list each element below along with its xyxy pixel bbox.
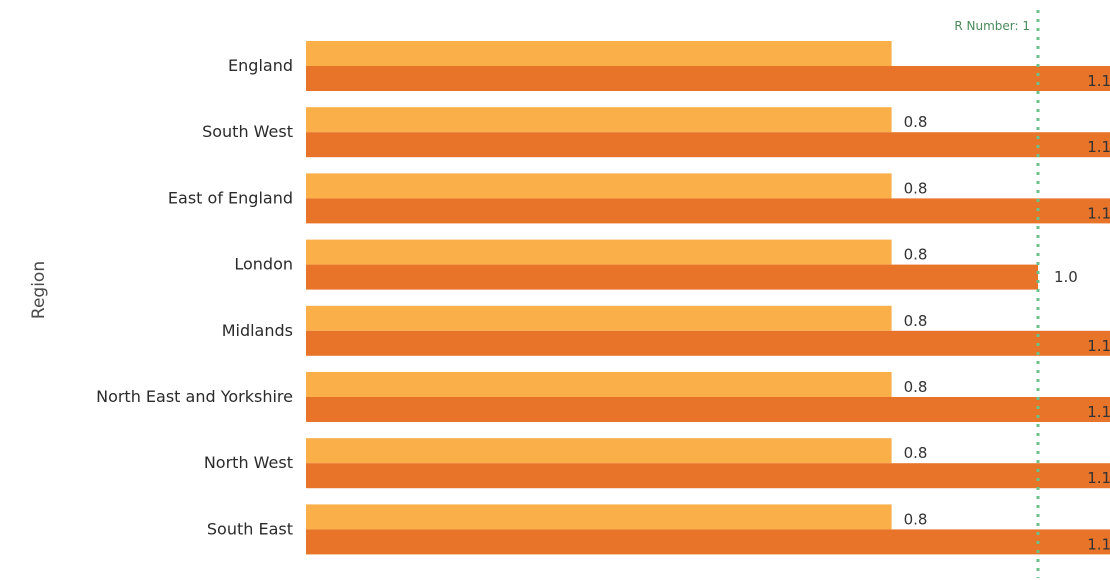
bar-london-series-2 — [306, 264, 1038, 290]
data-label-england-series-2: 1.1 — [1087, 72, 1110, 90]
category-label-england: England — [228, 56, 293, 75]
data-label-east-of-england-series-2: 1.1 — [1087, 204, 1110, 222]
y-axis-title: Region — [29, 261, 49, 319]
category-label-south-west: South West — [202, 122, 293, 141]
bar-midlands-series-2 — [306, 330, 1110, 356]
data-label-midlands-series-1: 0.8 — [904, 312, 928, 330]
data-label-north-east-and-yorkshire-series-2: 1.1 — [1087, 403, 1110, 421]
category-label-london: London — [234, 255, 293, 274]
bar-north-west-series-1 — [306, 438, 892, 464]
bar-midlands-series-1 — [306, 305, 892, 331]
labels-group: England 1.1 South West 0.8 1.1 East of Englan… — [96, 56, 1110, 553]
bar-south-west-series-1 — [306, 107, 892, 133]
bar-england-series-2 — [306, 66, 1110, 91]
data-label-north-east-and-yorkshire-series-1: 0.8 — [904, 378, 928, 396]
category-label-midlands: Midlands — [222, 321, 293, 340]
reference-line-group: R Number: 1 — [954, 10, 1040, 578]
data-label-south-east-series-2: 1.1 — [1087, 535, 1110, 553]
data-label-midlands-series-2: 1.1 — [1087, 337, 1110, 355]
bar-south-west-series-2 — [306, 132, 1110, 158]
bar-north-east-and-yorkshire-series-1 — [306, 372, 892, 397]
data-label-south-west-series-2: 1.1 — [1087, 138, 1110, 156]
category-label-north-east-and-yorkshire: North East and Yorkshire — [96, 387, 293, 406]
bar-north-west-series-2 — [306, 463, 1110, 489]
data-label-london-series-2: 1.0 — [1054, 268, 1078, 286]
category-label-east-of-england: East of England — [168, 188, 293, 207]
bar-east-of-england-series-1 — [306, 173, 892, 199]
data-label-london-series-1: 0.8 — [904, 246, 928, 264]
data-label-south-west-series-1: 0.8 — [904, 113, 928, 131]
bar-england-series-1 — [306, 41, 892, 66]
data-label-east-of-england-series-1: 0.8 — [904, 179, 928, 197]
category-label-north-west: North West — [204, 453, 293, 472]
data-label-south-east-series-1: 0.8 — [904, 510, 928, 528]
reference-line-label: R Number: 1 — [954, 19, 1030, 33]
category-label-south-east: South East — [207, 519, 293, 538]
data-label-north-west-series-1: 0.8 — [904, 444, 928, 462]
bar-east-of-england-series-2 — [306, 198, 1110, 224]
bar-north-east-and-yorkshire-series-2 — [306, 397, 1110, 422]
bar-london-series-1 — [306, 239, 892, 265]
bar-south-east-series-1 — [306, 504, 892, 530]
bars-group — [306, 41, 1110, 555]
bar-south-east-series-2 — [306, 529, 1110, 555]
data-label-north-west-series-2: 1.1 — [1087, 469, 1110, 487]
